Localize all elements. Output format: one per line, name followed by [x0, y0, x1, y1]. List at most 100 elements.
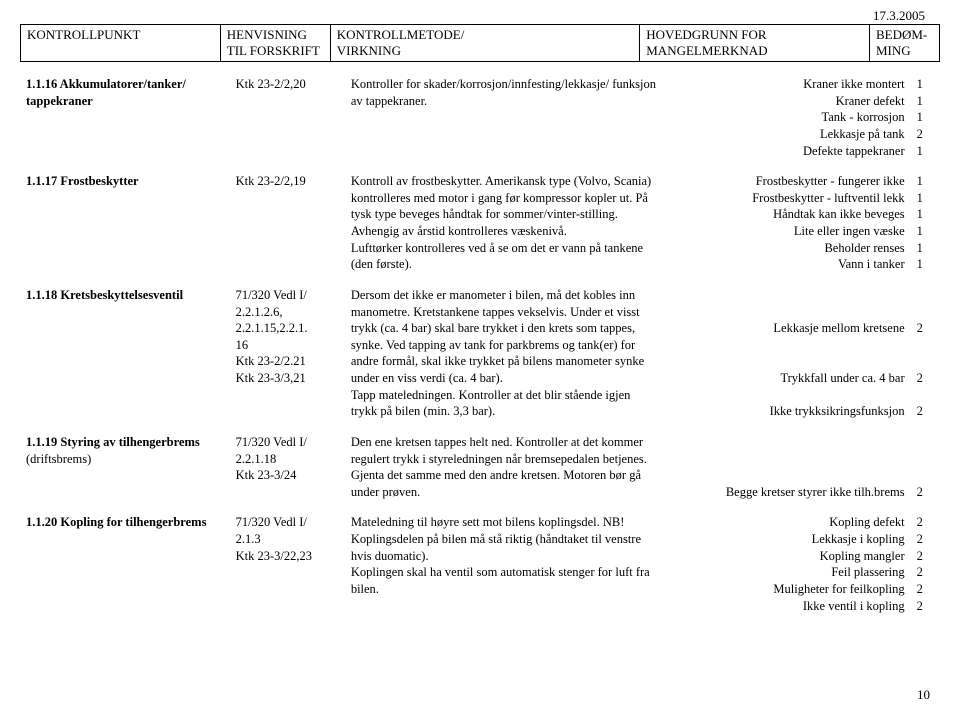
table-row: 2.2.1.2.6,manometre. Kretstankene tappes… — [20, 304, 940, 321]
cell-kontrollmetode: Kontroller for skader/korrosjon/innfesti… — [345, 76, 691, 93]
cell-hovedgrunn: Muligheter for feilkopling — [691, 581, 911, 598]
cell-bedomming: 2 — [911, 581, 940, 598]
cell-hovedgrunn — [691, 467, 911, 484]
table-row: trykk på bilen (min. 3,3 bar).Ikke trykk… — [20, 403, 940, 420]
cell-kontrollpunkt — [20, 484, 230, 501]
cell-henvisning — [230, 93, 345, 110]
cell-bedomming: 2 — [911, 403, 940, 420]
cell-hovedgrunn: Vann i tanker — [691, 256, 911, 273]
cell-kontrollmetode: Avhengig av årstid kontrolleres væskeniv… — [345, 223, 691, 240]
cell-hovedgrunn: Lekkasje i kopling — [691, 531, 911, 548]
cell-bedomming: 1 — [911, 109, 940, 126]
header-henvisning: HENVISNING TIL FORSKRIFT — [220, 25, 330, 62]
table-row: Defekte tappekraner1 — [20, 143, 940, 160]
cell-henvisning — [230, 109, 345, 126]
cell-kontrollpunkt — [20, 467, 230, 484]
cell-hovedgrunn: Lekkasje på tank — [691, 126, 911, 143]
cell-bedomming: 1 — [911, 256, 940, 273]
cell-kontrollmetode: synke. Ved tapping av tank for parkbrems… — [345, 337, 691, 354]
cell-kontrollmetode: tysk type beveges håndtak for sommer/vin… — [345, 206, 691, 223]
cell-hovedgrunn: Frostbeskytter - fungerer ikke — [691, 173, 911, 190]
cell-kontrollpunkt — [20, 581, 230, 598]
cell-bedomming: 1 — [911, 93, 940, 110]
cell-kontrollpunkt: 1.1.20 Kopling for tilhengerbrems — [20, 514, 230, 531]
cell-kontrollmetode: kontrolleres med motor i gang før kompre… — [345, 190, 691, 207]
cell-bedomming — [911, 434, 940, 451]
table-row: 1.1.16 Akkumulatorer/tanker/Ktk 23-2/2,2… — [20, 76, 940, 93]
cell-henvisning — [230, 598, 345, 615]
cell-hovedgrunn: Kopling mangler — [691, 548, 911, 565]
cell-bedomming: 2 — [911, 564, 940, 581]
cell-henvisning: 16 — [230, 337, 345, 354]
header-bedomming-1: BEDØM- — [876, 27, 927, 42]
cell-kontrollpunkt — [20, 304, 230, 321]
cell-bedomming: 2 — [911, 514, 940, 531]
cell-henvisning — [230, 190, 345, 207]
table-row — [20, 273, 940, 287]
cell-kontrollmetode: Gjenta det samme med den andre kretsen. … — [345, 467, 691, 484]
cell-henvisning: Ktk 23-3/24 — [230, 467, 345, 484]
table-row: Ikke ventil i kopling2 — [20, 598, 940, 615]
header-hovedgrunn-2: MANGELMERKNAD — [646, 43, 767, 58]
cell-kontrollmetode: trykk (ca. 4 bar) skal bare trykket i de… — [345, 320, 691, 337]
cell-kontrollpunkt — [20, 223, 230, 240]
header-kontrollmetode-1: KONTROLLMETODE/ — [337, 27, 465, 42]
table-row: Koplingen skal ha ventil som automatisk … — [20, 564, 940, 581]
table-row: Ktk 23-3/24Gjenta det samme med den andr… — [20, 467, 940, 484]
cell-bedomming: 2 — [911, 531, 940, 548]
cell-kontrollmetode: Dersom det ikke er manometer i bilen, må… — [345, 287, 691, 304]
cell-henvisning: Ktk 23-2/2,19 — [230, 173, 345, 190]
cell-bedomming — [911, 467, 940, 484]
cell-henvisning: Ktk 23-2/2,20 — [230, 76, 345, 93]
table-row — [20, 420, 940, 434]
cell-kontrollmetode: Tapp mateledningen. Kontroller at det bl… — [345, 387, 691, 404]
cell-bedomming — [911, 287, 940, 304]
cell-kontrollmetode: Kontroll av frostbeskytter. Amerikansk t… — [345, 173, 691, 190]
cell-kontrollpunkt — [20, 143, 230, 160]
cell-hovedgrunn: Frostbeskytter - luftventil lekk — [691, 190, 911, 207]
cell-henvisning — [230, 387, 345, 404]
cell-henvisning — [230, 143, 345, 160]
cell-henvisning — [230, 206, 345, 223]
date-stamp: 17.3.2005 — [20, 8, 940, 24]
content-table: 1.1.16 Akkumulatorer/tanker/Ktk 23-2/2,2… — [20, 76, 940, 614]
cell-kontrollpunkt: (driftsbrems) — [20, 451, 230, 468]
cell-kontrollpunkt: 1.1.19 Styring av tilhengerbrems — [20, 434, 230, 451]
table-row: kontrolleres med motor i gang før kompre… — [20, 190, 940, 207]
cell-kontrollpunkt — [20, 564, 230, 581]
table-row: Ktk 23-3/22,23hvis duomatic).Kopling man… — [20, 548, 940, 565]
table-row: (den første).Vann i tanker1 — [20, 256, 940, 273]
cell-kontrollpunkt — [20, 320, 230, 337]
cell-hovedgrunn: Begge kretser styrer ikke tilh.brems — [691, 484, 911, 501]
cell-kontrollpunkt — [20, 206, 230, 223]
cell-kontrollpunkt — [20, 548, 230, 565]
cell-bedomming: 2 — [911, 126, 940, 143]
table-row — [20, 500, 940, 514]
cell-henvisning: 2.2.1.15,2.2.1. — [230, 320, 345, 337]
cell-henvisning: Ktk 23-3/3,21 — [230, 370, 345, 387]
cell-hovedgrunn: Ikke trykksikringsfunksjon — [691, 403, 911, 420]
cell-kontrollmetode: andre formål, skal ikke trykket på bilen… — [345, 353, 691, 370]
header-kontrollpunkt: KONTROLLPUNKT — [21, 25, 221, 62]
cell-kontrollmetode — [345, 598, 691, 615]
cell-hovedgrunn: Ikke ventil i kopling — [691, 598, 911, 615]
table-row: (driftsbrems)2.2.1.18regulert trykk i st… — [20, 451, 940, 468]
cell-kontrollpunkt — [20, 337, 230, 354]
cell-henvisning: Ktk 23-3/22,23 — [230, 548, 345, 565]
table-row: bilen.Muligheter for feilkopling2 — [20, 581, 940, 598]
cell-bedomming: 1 — [911, 173, 940, 190]
cell-kontrollpunkt — [20, 256, 230, 273]
cell-kontrollmetode: Koplingen skal ha ventil som automatisk … — [345, 564, 691, 581]
cell-bedomming — [911, 337, 940, 354]
cell-hovedgrunn — [691, 434, 911, 451]
cell-kontrollpunkt — [20, 126, 230, 143]
cell-kontrollpunkt — [20, 598, 230, 615]
cell-bedomming — [911, 353, 940, 370]
cell-henvisning — [230, 223, 345, 240]
cell-henvisning: 2.1.3 — [230, 531, 345, 548]
table-row: 1.1.17 FrostbeskytterKtk 23-2/2,19Kontro… — [20, 173, 940, 190]
cell-kontrollmetode: Lufttørker kontrolleres ved å se om det … — [345, 240, 691, 257]
cell-henvisning — [230, 484, 345, 501]
cell-kontrollmetode — [345, 126, 691, 143]
cell-kontrollmetode: hvis duomatic). — [345, 548, 691, 565]
